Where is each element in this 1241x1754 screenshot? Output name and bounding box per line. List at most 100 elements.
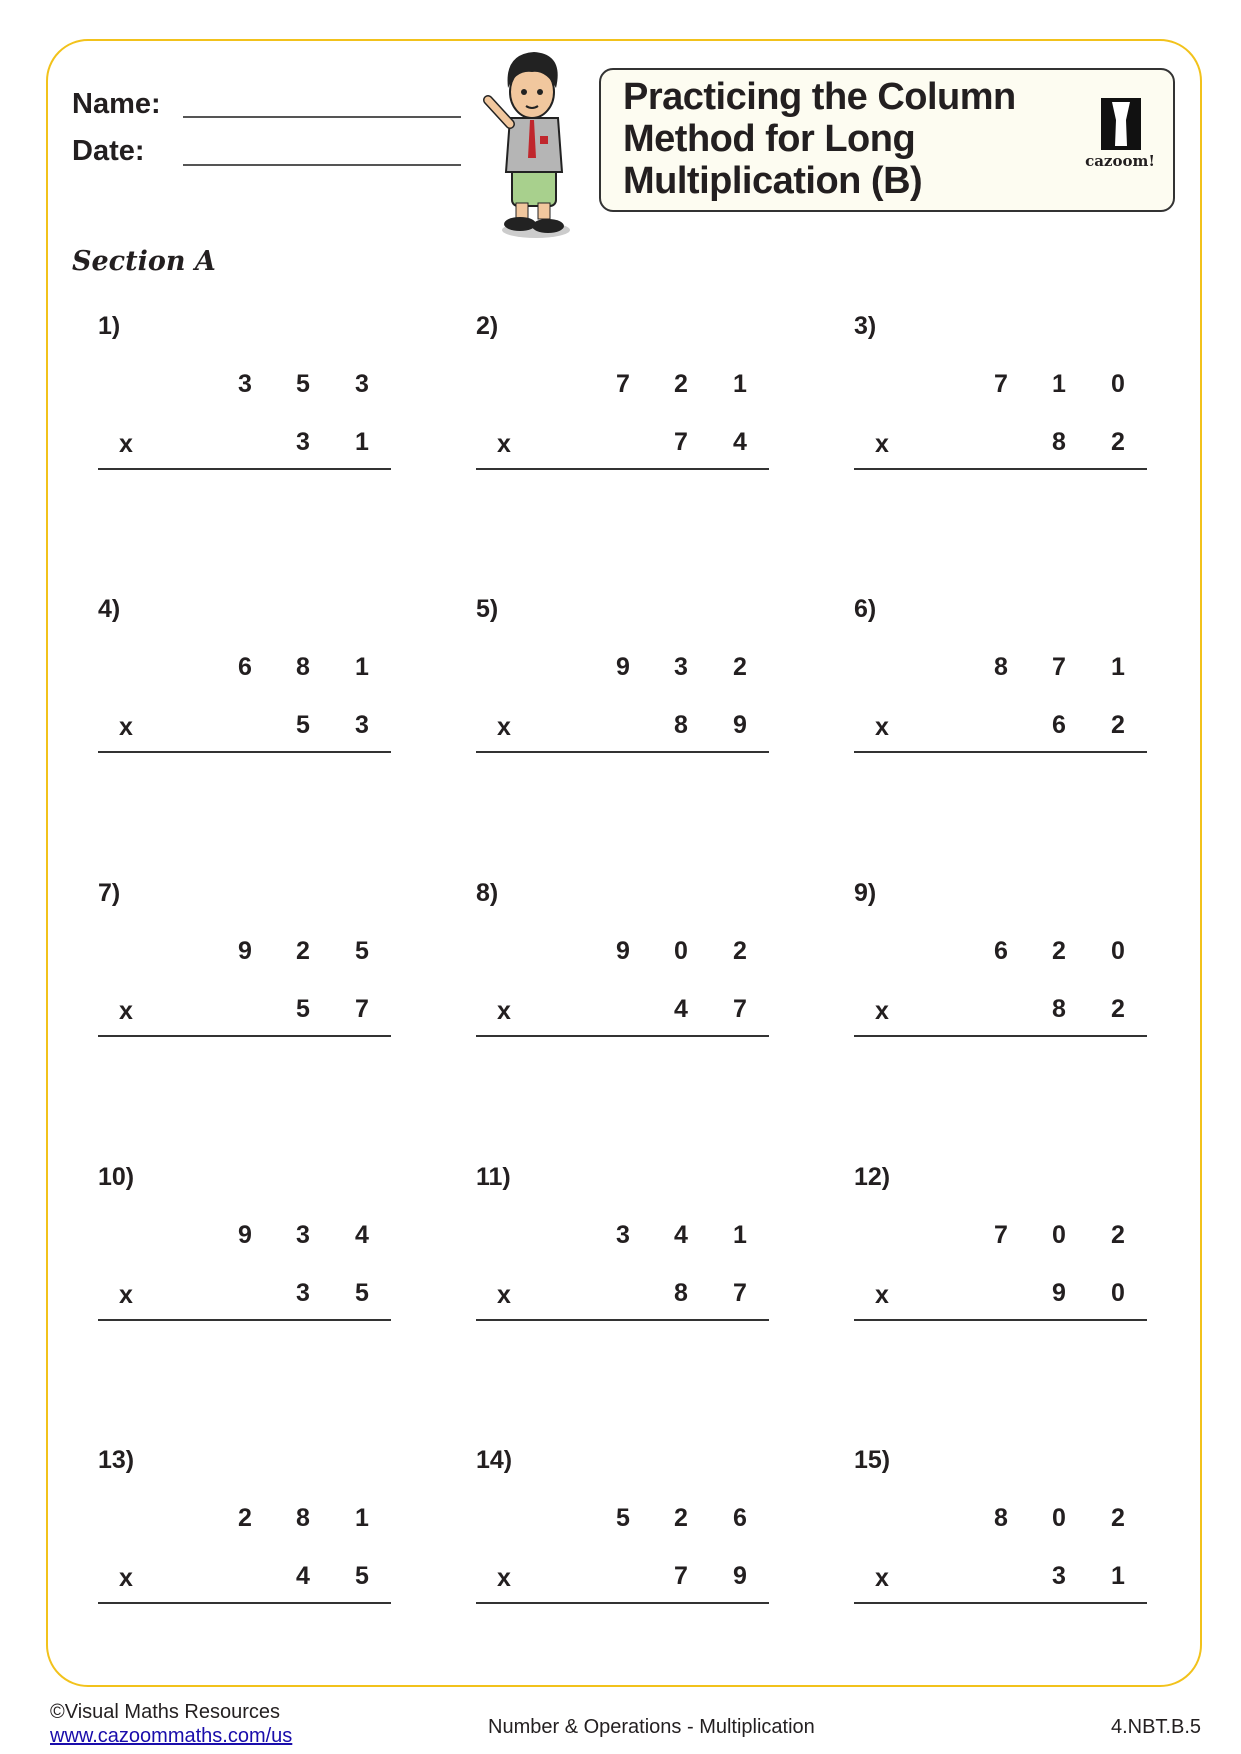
problem-11: 11) 3 4 1 x 8 7 [476, 1163, 776, 1333]
problem-2: 2) 7 2 1 x 7 4 [476, 312, 776, 482]
multiplier-digit: 7 [733, 995, 747, 1023]
multiplier-digit: 5 [355, 1279, 369, 1307]
multiplicand-digit: 2 [674, 1504, 688, 1532]
multiply-sign: x [119, 997, 133, 1025]
problem-number: 3) [854, 312, 877, 340]
problem-number: 12) [854, 1163, 891, 1191]
multiply-sign: x [875, 713, 889, 741]
name-field[interactable] [183, 116, 461, 118]
multiplier-digit: 8 [674, 711, 688, 739]
multiplicand-digit: 7 [1052, 653, 1066, 681]
problem-13: 13) 2 8 1 x 4 5 [98, 1446, 398, 1616]
multiplicand-digit: 8 [994, 1504, 1008, 1532]
multiplicand-digit: 9 [616, 937, 630, 965]
multiplicand-digit: 0 [1111, 937, 1125, 965]
problem-number: 11) [476, 1163, 511, 1191]
answer-line [98, 751, 391, 753]
problem-14: 14) 5 2 6 x 7 9 [476, 1446, 776, 1616]
multiplicand-digit: 2 [1052, 937, 1066, 965]
multiply-sign: x [497, 1564, 511, 1592]
multiplicand-digit: 2 [296, 937, 310, 965]
section-title: Section A [72, 246, 216, 277]
multiplicand-digit: 9 [238, 1221, 252, 1249]
multiplier-digit: 7 [733, 1279, 747, 1307]
multiplicand-digit: 4 [355, 1221, 369, 1249]
multiply-sign: x [875, 1564, 889, 1592]
problem-number: 1) [98, 312, 121, 340]
problem-9: 9) 6 2 0 x 8 2 [854, 879, 1154, 1049]
answer-line [98, 1035, 391, 1037]
multiply-sign: x [875, 430, 889, 458]
problem-number: 13) [98, 1446, 135, 1474]
problem-number: 8) [476, 879, 499, 907]
multiplicand-digit: 5 [296, 370, 310, 398]
answer-line [476, 468, 769, 470]
problem-number: 7) [98, 879, 121, 907]
problem-1: 1) 3 5 3 x 3 1 [98, 312, 398, 482]
multiplicand-digit: 3 [296, 1221, 310, 1249]
multiplicand-digit: 5 [616, 1504, 630, 1532]
problem-number: 6) [854, 595, 877, 623]
multiplier-digit: 4 [296, 1562, 310, 1590]
title-line: Method for Long [623, 118, 916, 160]
multiply-sign: x [119, 430, 133, 458]
date-field[interactable] [183, 164, 461, 166]
multiplier-digit: 7 [674, 1562, 688, 1590]
problem-number: 15) [854, 1446, 891, 1474]
multiply-sign: x [497, 713, 511, 741]
multiplicand-digit: 2 [674, 370, 688, 398]
multiplier-digit: 3 [296, 1279, 310, 1307]
multiplier-digit: 3 [355, 711, 369, 739]
answer-line [854, 468, 1147, 470]
multiply-sign: x [119, 1281, 133, 1309]
multiply-sign: x [875, 997, 889, 1025]
answer-line [476, 1319, 769, 1321]
multiplicand-digit: 0 [674, 937, 688, 965]
standard-code: 4.NBT.B.5 [1110, 1716, 1201, 1738]
multiplier-digit: 2 [1111, 428, 1125, 456]
multiplicand-digit: 9 [616, 653, 630, 681]
problem-6: 6) 8 7 1 x 6 2 [854, 595, 1154, 765]
problem-number: 4) [98, 595, 121, 623]
multiplicand-digit: 7 [994, 370, 1008, 398]
answer-line [98, 468, 391, 470]
answer-line [476, 1035, 769, 1037]
multiplier-digit: 2 [1111, 995, 1125, 1023]
problem-number: 10) [98, 1163, 135, 1191]
problem-12: 12) 7 0 2 x 9 0 [854, 1163, 1154, 1333]
multiplicand-digit: 6 [733, 1504, 747, 1532]
multiplicand-digit: 1 [355, 653, 369, 681]
answer-line [476, 1602, 769, 1604]
multiplicand-digit: 2 [1111, 1221, 1125, 1249]
multiplicand-digit: 6 [994, 937, 1008, 965]
answer-line [476, 751, 769, 753]
multiplicand-digit: 1 [355, 1504, 369, 1532]
multiplicand-digit: 2 [238, 1504, 252, 1532]
cazoom-logo: cazoom! [1077, 96, 1163, 176]
multiplier-digit: 8 [1052, 995, 1066, 1023]
worksheet-title: Practicing the Column Method for Long Mu… [623, 76, 1016, 202]
website-link[interactable]: www.cazoommaths.com/us [50, 1725, 293, 1747]
multiplier-digit: 5 [296, 711, 310, 739]
answer-line [854, 1602, 1147, 1604]
multiplicand-digit: 1 [1052, 370, 1066, 398]
problem-4: 4) 6 8 1 x 5 3 [98, 595, 398, 765]
multiplier-digit: 3 [1052, 1562, 1066, 1590]
multiply-sign: x [497, 1281, 511, 1309]
multiplier-digit: 5 [355, 1562, 369, 1590]
title-line: Practicing the Column [623, 76, 1016, 118]
multiplicand-digit: 8 [296, 1504, 310, 1532]
multiplicand-digit: 3 [355, 370, 369, 398]
answer-line [854, 751, 1147, 753]
multiplier-digit: 5 [296, 995, 310, 1023]
multiply-sign: x [119, 713, 133, 741]
problem-number: 2) [476, 312, 499, 340]
multiplier-digit: 8 [674, 1279, 688, 1307]
multiplicand-digit: 9 [238, 937, 252, 965]
multiplicand-digit: 1 [733, 1221, 747, 1249]
multiplier-digit: 7 [355, 995, 369, 1023]
answer-line [854, 1035, 1147, 1037]
multiplier-digit: 8 [1052, 428, 1066, 456]
multiplier-digit: 4 [733, 428, 747, 456]
multiplicand-digit: 3 [616, 1221, 630, 1249]
